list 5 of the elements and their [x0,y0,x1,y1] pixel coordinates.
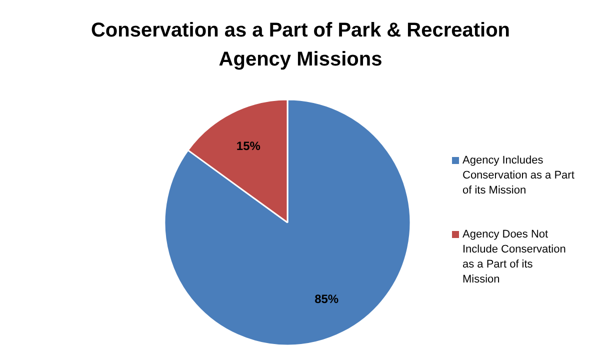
data-label: 15% [236,138,261,153]
chart-title: Conservation as a Part of Park & Recreation Agency Missions [90,20,510,70]
data-label: 85% [314,292,339,306]
legend-label: Agency Includes Conservation as a Part of its Mission [462,154,574,196]
legend-label: Agency Does Not Include Conservation as a Part of its Mission [462,228,566,286]
